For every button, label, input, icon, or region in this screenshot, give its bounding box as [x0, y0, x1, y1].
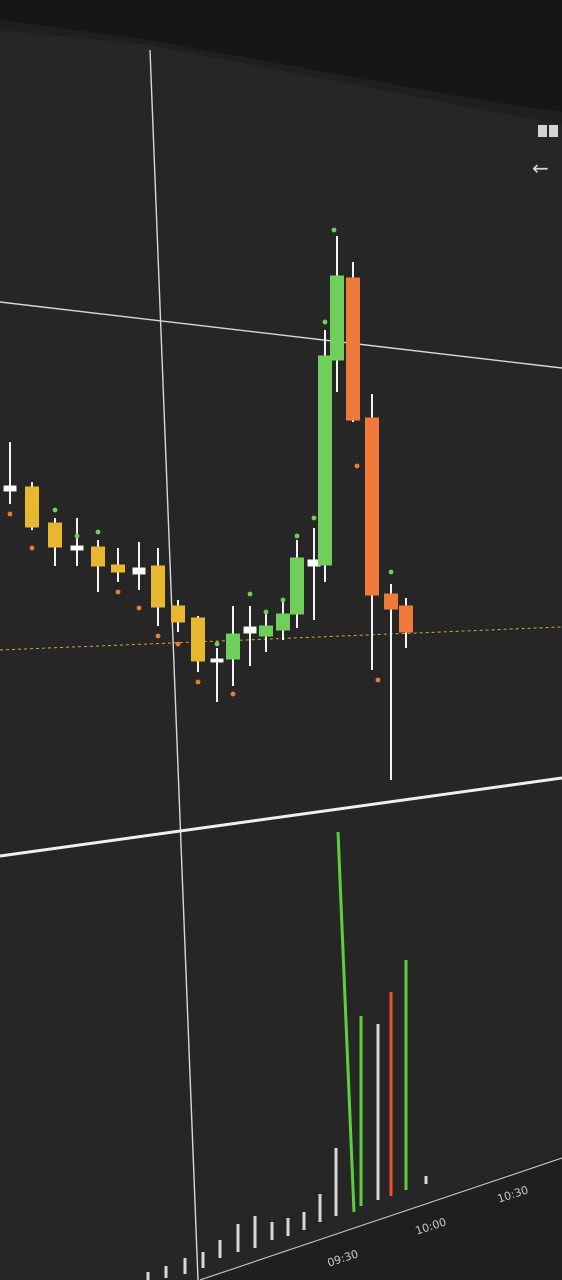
indicator-dot [312, 516, 317, 521]
candle-body[interactable] [49, 523, 62, 547]
candle-body[interactable] [172, 606, 185, 622]
indicator-dot [264, 610, 269, 615]
minimize-button[interactable] [538, 125, 547, 137]
candle-body[interactable] [385, 594, 398, 609]
candle-body[interactable] [366, 418, 379, 595]
candle-body[interactable] [260, 626, 273, 636]
candle-body[interactable] [319, 356, 332, 565]
indicator-dot [248, 592, 253, 597]
candle-body[interactable] [347, 278, 360, 420]
candle-body[interactable] [152, 566, 165, 607]
candle-body[interactable] [400, 606, 413, 632]
indicator-dot [215, 642, 220, 647]
candle-body[interactable] [192, 618, 205, 661]
back-arrow-icon[interactable]: ← [532, 156, 549, 180]
candle-body[interactable] [227, 634, 240, 659]
indicator-dot [176, 642, 181, 647]
window-controls[interactable] [538, 122, 562, 136]
indicator-dot [8, 512, 13, 517]
candle-body[interactable] [112, 565, 125, 572]
candle-body[interactable] [26, 487, 39, 527]
indicator-dot [389, 570, 394, 575]
candle-body[interactable] [92, 547, 105, 566]
indicator-dot [281, 598, 286, 603]
candle-body[interactable] [71, 546, 83, 550]
indicator-dot [376, 678, 381, 683]
indicator-dot [30, 546, 35, 551]
candle-body[interactable] [211, 659, 223, 662]
candle-body[interactable] [291, 558, 304, 614]
indicator-dot [75, 534, 80, 539]
candle-body[interactable] [133, 568, 145, 574]
indicator-dot [355, 464, 360, 469]
candle-body[interactable] [244, 627, 256, 633]
indicator-dot [53, 508, 58, 513]
candle-body[interactable] [277, 614, 290, 630]
indicator-dot [332, 228, 337, 233]
indicator-dot [231, 692, 236, 697]
indicator-dot [116, 590, 121, 595]
candle-body[interactable] [331, 276, 344, 360]
indicator-dot [323, 320, 328, 325]
candle-body[interactable] [4, 486, 16, 491]
indicator-dot [137, 606, 142, 611]
indicator-dot [96, 530, 101, 535]
maximize-button[interactable] [549, 125, 558, 137]
indicator-dot [295, 534, 300, 539]
indicator-dot [156, 634, 161, 639]
chart-panel [0, 30, 562, 1280]
indicator-dot [196, 680, 201, 685]
